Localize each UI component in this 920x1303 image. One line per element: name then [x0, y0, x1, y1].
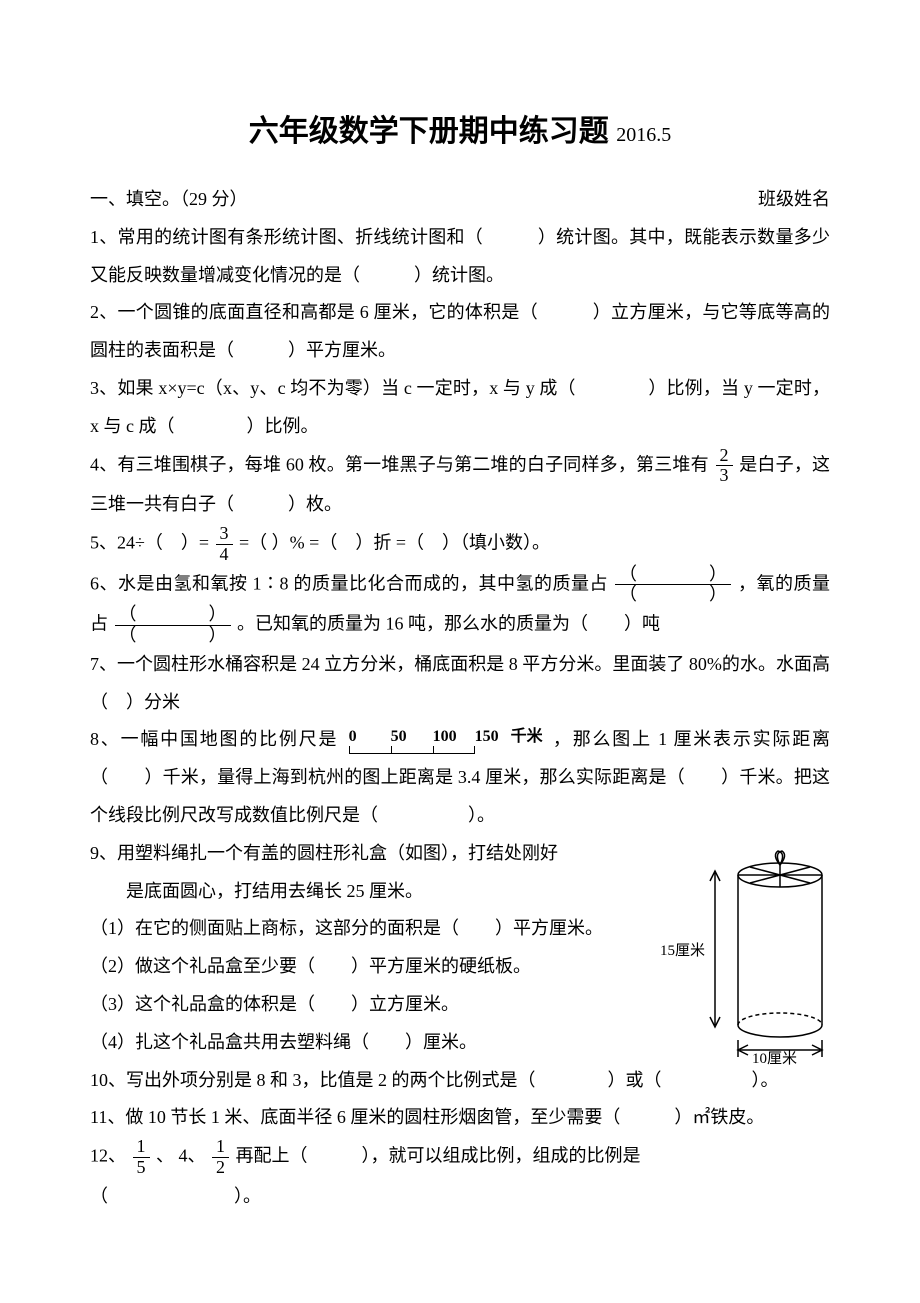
- scale-label-2: 100: [433, 729, 475, 745]
- question-9-text: 9、用塑料绳扎一个有盖的圆柱形礼盒（如图），打结处刚好 是底面圆心，打结用去绳长…: [90, 835, 650, 1062]
- q6-text-c: 。已知氧的质量为 16 吨，那么水的质量为（ ）吨: [237, 614, 660, 634]
- q12-text-b: 再配上（ ），就可以组成比例，组成的比例是: [236, 1146, 641, 1166]
- q6-f1-den: （ ）: [615, 585, 731, 605]
- cyl-height-label: 15厘米: [660, 942, 705, 959]
- question-6: 6、水是由氢和氧按 1∶8 的质量比化合而成的，其中氢的质量占 （ ） （ ） …: [90, 565, 830, 646]
- scale-unit: 千米: [511, 729, 543, 745]
- q12-f1-num: 1: [133, 1137, 150, 1158]
- q12-fraction-2: 1 2: [212, 1137, 229, 1178]
- q12-f2-den: 2: [212, 1158, 229, 1178]
- q9-sub1: （1）在它的侧面贴上商标，这部分的面积是（ ）平方厘米。: [90, 910, 650, 948]
- q5-frac-num: 3: [216, 524, 233, 545]
- q4-frac-num: 2: [716, 446, 733, 467]
- section1-label: 一、填空。（29 分）: [90, 181, 248, 219]
- scale-seg-1: [349, 746, 391, 754]
- q5-frac-den: 4: [216, 545, 233, 565]
- scale-ruler: 0 50 100 150 千米: [349, 729, 543, 754]
- q9-head: 9、用塑料绳扎一个有盖的圆柱形礼盒（如图），打结处刚好: [90, 835, 650, 873]
- scale-seg-2: [391, 746, 433, 754]
- q12-mid: 、 4、: [156, 1146, 206, 1166]
- scale-labels: 0 50 100 150 千米: [349, 729, 543, 745]
- section-header-row: 一、填空。（29 分） 班级姓名: [90, 181, 830, 219]
- question-12-line2: （ ）。: [90, 1178, 830, 1216]
- class-name-label: 班级姓名: [758, 181, 830, 219]
- question-4: 4、有三堆围棋子，每堆 60 枚。第一堆黑子与第二堆的白子同样多，第三堆有 2 …: [90, 446, 830, 524]
- q5-text-a: 5、24÷（ ）=: [90, 532, 209, 552]
- cylinder-svg: 15厘米 10厘米: [660, 845, 840, 1065]
- scale-seg-3: [433, 746, 475, 754]
- question-8: 8、一幅中国地图的比例尺是 0 50 100 150 千米 ，那么图上 1 厘米…: [90, 721, 830, 834]
- scale-label-0: 0: [349, 729, 391, 745]
- q6-fraction-2: （ ） （ ）: [115, 605, 231, 646]
- q9-sub3: （3）这个礼品盒的体积是（ ）立方厘米。: [90, 986, 650, 1024]
- question-3: 3、如果 x×y=c（x、y、c 均不为零）当 c 一定时，x 与 y 成（ ）…: [90, 370, 830, 446]
- question-5: 5、24÷（ ）= 3 4 =（ ）% =（ ）折 =（ ）（填小数）。: [90, 524, 830, 565]
- title-main: 六年级数学下册期中练习题: [249, 115, 609, 148]
- cyl-diameter-label: 10厘米: [752, 1050, 797, 1065]
- title-date: 2016.5: [616, 124, 671, 146]
- question-12: 12、 1 5 、 4、 1 2 再配上（ ），就可以组成比例，组成的比例是: [90, 1137, 830, 1178]
- scale-bar: [349, 746, 543, 754]
- q6-f1-num: （ ）: [615, 565, 731, 586]
- q5-fraction: 3 4: [216, 524, 233, 565]
- q6-text-a: 6、水是由氢和氧按 1∶8 的质量比化合而成的，其中氢的质量占: [90, 573, 608, 593]
- q4-text-a: 4、有三堆围棋子，每堆 60 枚。第一堆黑子与第二堆的白子同样多，第三堆有: [90, 454, 709, 474]
- q4-fraction: 2 3: [716, 446, 733, 487]
- q4-frac-den: 3: [716, 466, 733, 486]
- q12-fraction-1: 1 5: [133, 1137, 150, 1178]
- q9-sub4: （4）扎这个礼品盒共用去塑料绳（ ）厘米。: [90, 1024, 650, 1062]
- scale-label-1: 50: [391, 729, 433, 745]
- cylinder-figure: 15厘米 10厘米: [660, 845, 840, 1079]
- q12-f1-den: 5: [133, 1158, 150, 1178]
- q9-head2: 是底面圆心，打结用去绳长 25 厘米。: [90, 873, 650, 911]
- q5-text-b: =（ ）% =（ ）折 =（ ）（填小数）。: [239, 532, 550, 552]
- page-root: 六年级数学下册期中练习题 2016.5 一、填空。（29 分） 班级姓名 1、常…: [0, 0, 920, 1276]
- q6-f2-num: （ ）: [115, 605, 231, 626]
- question-2: 2、一个圆锥的底面直径和高都是 6 厘米，它的体积是（ ）立方厘米，与它等底等高…: [90, 294, 830, 370]
- question-9-wrap: 9、用塑料绳扎一个有盖的圆柱形礼盒（如图），打结处刚好 是底面圆心，打结用去绳长…: [90, 835, 830, 1062]
- page-title: 六年级数学下册期中练习题 2016.5: [90, 100, 830, 163]
- q6-f2-den: （ ）: [115, 626, 231, 646]
- question-11: 11、做 10 节长 1 米、底面半径 6 厘米的圆柱形烟囱管，至少需要（ ）㎡…: [90, 1099, 830, 1137]
- q6-fraction-1: （ ） （ ）: [615, 565, 731, 606]
- q8-text-a: 8、一幅中国地图的比例尺是: [90, 729, 338, 749]
- q12-text-a: 12、: [90, 1146, 126, 1166]
- question-7: 7、一个圆柱形水桶容积是 24 立方分米，桶底面积是 8 平方分米。里面装了 8…: [90, 646, 830, 722]
- q9-sub2: （2）做这个礼品盒至少要（ ）平方厘米的硬纸板。: [90, 948, 650, 986]
- question-1: 1、常用的统计图有条形统计图、折线统计图和（ ）统计图。其中，既能表示数量多少又…: [90, 219, 830, 295]
- q12-f2-num: 1: [212, 1137, 229, 1158]
